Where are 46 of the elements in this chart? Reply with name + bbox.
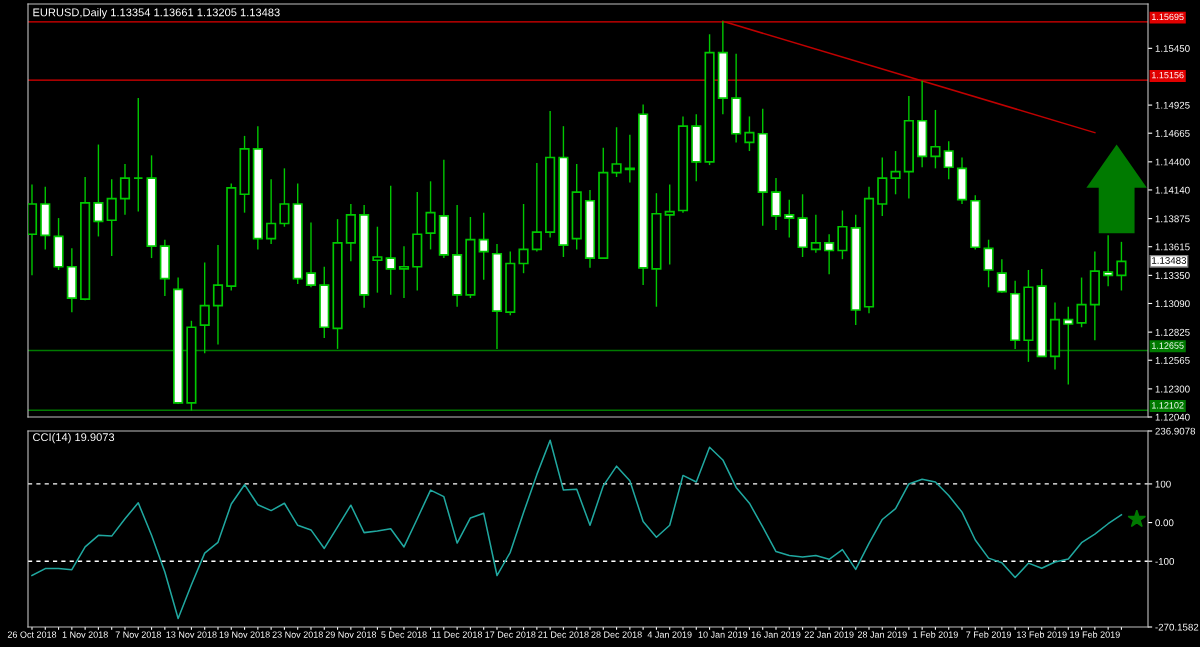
y-tick-label: 1.14665 (1155, 129, 1190, 137)
y-tick-label: 1.13875 (1155, 215, 1190, 223)
ref-line-label: 1.15695 (1152, 13, 1184, 21)
y-tick-label: 100 (1155, 480, 1171, 488)
y-tick-label: 1.13350 (1155, 272, 1190, 279)
x-tick-label: 1 Feb 2019 (913, 631, 958, 638)
y-tick-label: 1.12565 (1155, 356, 1190, 364)
y-tick-label: -100 (1155, 557, 1175, 565)
x-tick-label: 10 Jan 2019 (698, 631, 748, 638)
x-tick-label: 4 Jan 2019 (647, 631, 692, 638)
x-tick-label: 13 Nov 2018 (166, 631, 217, 638)
y-tick-label: 0.00 (1155, 519, 1174, 527)
x-tick-label: 11 Dec 2018 (432, 631, 483, 638)
x-tick-label: 19 Nov 2018 (219, 631, 270, 638)
x-tick-label: 7 Feb 2019 (966, 631, 1011, 638)
x-tick-label: 16 Jan 2019 (751, 631, 801, 638)
y-tick-label: 1.13090 (1155, 300, 1190, 308)
y-tick-label: 236.9078 (1155, 427, 1196, 435)
y-tick-label: 1.12040 (1155, 413, 1190, 421)
text: 1.13483 (1152, 257, 1187, 264)
x-tick-label: 28 Dec 2018 (591, 631, 642, 638)
x-tick-label: 5 Dec 2018 (381, 631, 427, 638)
ref-line-label: 1.12102 (1152, 402, 1184, 409)
ref-line-label: 1.12655 (1152, 342, 1184, 349)
x-tick-label: 23 Nov 2018 (272, 631, 323, 638)
y-tick-label: -270.1582 (1155, 623, 1199, 631)
y-tick-label: 1.12300 (1155, 385, 1190, 393)
ref-line-label: 1.15156 (1152, 71, 1184, 79)
x-tick-label: 13 Feb 2019 (1017, 631, 1067, 638)
y-tick-label: 1.15450 (1155, 45, 1190, 52)
x-tick-label: 22 Jan 2019 (804, 631, 854, 638)
y-tick-label: 1.13615 (1155, 243, 1190, 251)
chart-title: EURUSD,Daily 1.13354 1.13661 1.13205 1.13483 (33, 8, 280, 19)
y-tick-label: 1.12825 (1155, 328, 1190, 336)
x-tick-label: 7 Nov 2018 (115, 631, 161, 638)
x-tick-label: 19 Feb 2019 (1070, 631, 1120, 638)
x-tick-label: 1 Nov 2018 (62, 631, 108, 638)
chart-title: CCI(14) 19.9073 (33, 432, 115, 444)
x-tick-label: 21 Dec 2018 (538, 631, 589, 638)
x-tick-label: 26 Oct 2018 (7, 631, 57, 638)
x-tick-label: 28 Jan 2019 (857, 631, 907, 638)
y-tick-label: 1.14925 (1155, 101, 1190, 109)
y-tick-label: 1.14140 (1155, 186, 1190, 194)
x-tick-label: 17 Dec 2018 (485, 631, 536, 638)
y-tick-label: 1.14400 (1155, 158, 1190, 166)
x-tick-label: 29 Nov 2018 (325, 631, 377, 638)
